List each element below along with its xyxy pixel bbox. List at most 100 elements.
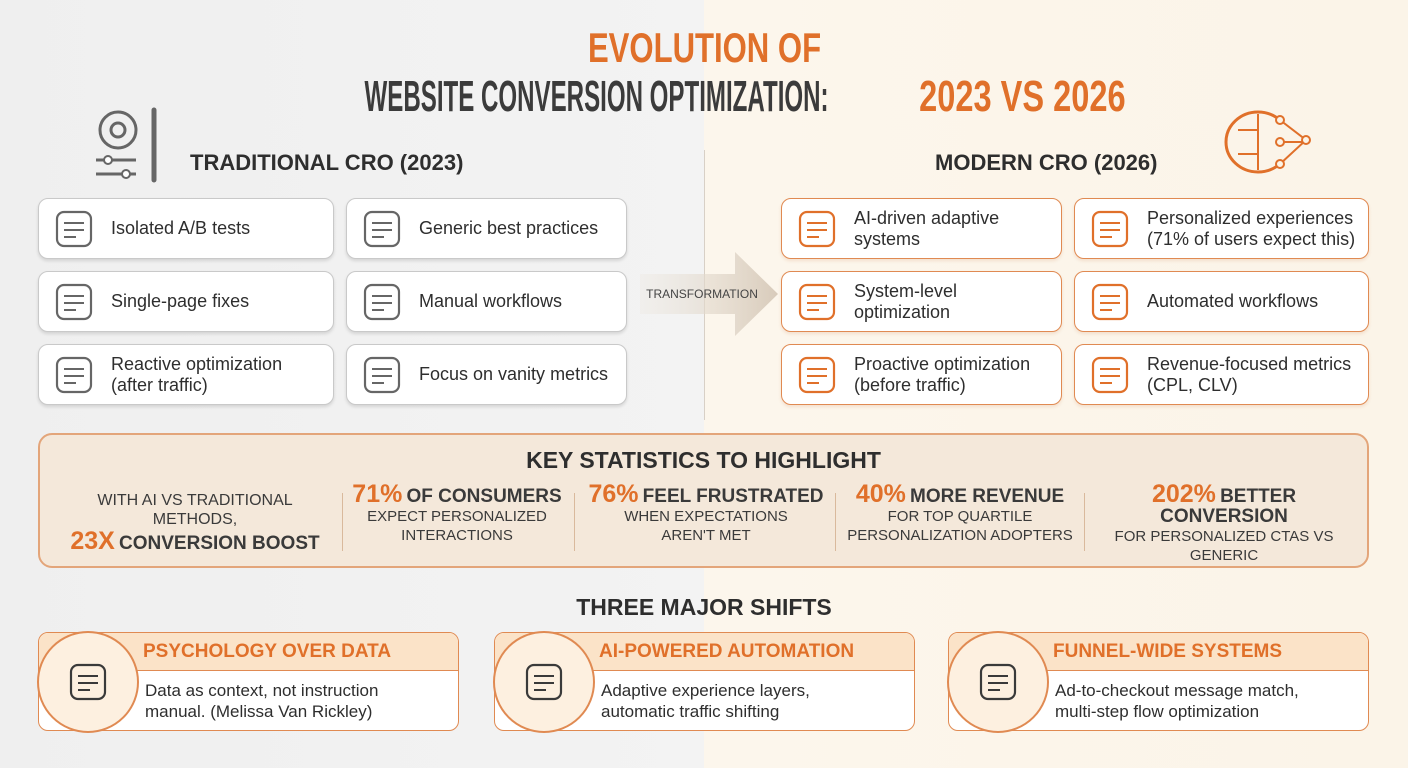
item-card: Automated workflows: [1074, 271, 1369, 332]
stat-detail: FOR TOP QUARTILE: [887, 508, 1033, 525]
stat-headline-row: 71% OF CONSUMERS: [322, 482, 592, 507]
item-text: Focus on vanity metrics: [419, 364, 608, 385]
shift-icon: [947, 631, 1049, 733]
item-icon: [979, 663, 1017, 701]
title-highlight: 2023 VS 2026: [918, 72, 1126, 121]
shift-body: Ad-to-checkout message match, multi-step …: [1055, 680, 1299, 722]
item-text: Generic best practices: [419, 218, 598, 239]
stat-headline: BETTER CONVERSION: [1160, 486, 1297, 527]
item-line: Single-page fixes: [111, 291, 250, 311]
item-text: Automated workflows: [1147, 291, 1318, 312]
item-text: Reactive optimization (after traffic): [111, 354, 282, 396]
item-icon: [798, 356, 836, 393]
item-line: Focus on vanity metrics: [419, 364, 609, 384]
shift-line: Adaptive experience layers,: [601, 681, 810, 700]
item-line: optimization: [854, 301, 951, 322]
item-line: (after traffic): [111, 374, 208, 395]
section-heading: TRADITIONAL CRO (2023): [190, 150, 464, 175]
item-card: Single-page fixes: [38, 271, 334, 332]
item-line: Manual workflows: [419, 291, 563, 311]
statistics-panel: KEY STATISTICS TO HIGHLIGHT WITH AI VS T…: [38, 433, 1369, 568]
item-text: Manual workflows: [419, 291, 562, 312]
item-text: Isolated A/B tests: [111, 218, 250, 239]
item-line: (CPL, CLV): [1147, 374, 1238, 395]
item-icon: [798, 283, 836, 320]
item-card: Generic best practices: [346, 198, 627, 259]
item-line: (before traffic): [854, 374, 966, 395]
stat-headline-row: 202% BETTER CONVERSION: [1089, 482, 1359, 527]
stat-headline: FEEL FRUSTRATED: [642, 486, 824, 507]
shifts-heading: THREE MAJOR SHIFTS: [576, 594, 832, 620]
item-card: Personalized experiences (71% of users ex…: [1074, 198, 1369, 259]
item-icon: [55, 356, 93, 393]
item-icon: [1091, 210, 1129, 247]
shift-body: Data as context, not instruction manual. …: [145, 680, 378, 722]
item-line: Generic best practices: [419, 218, 599, 238]
brain-icon: [1224, 110, 1311, 174]
item-card: System-level optimization: [781, 271, 1062, 332]
stat: WITH AI VS TRADITIONAL METHODS, 23X CONVE…: [60, 491, 330, 554]
item-icon: [69, 663, 107, 701]
section-heading: MODERN CRO (2026): [935, 150, 1158, 175]
stat-headline-row: 40% MORE REVENUE: [825, 482, 1095, 507]
stat: 71% OF CONSUMERS EXPECT PERSONALIZED INTER…: [322, 482, 592, 545]
item-line: Isolated A/B tests: [111, 218, 251, 238]
item-text: AI-driven adaptive systems: [854, 208, 999, 250]
stat-highlight: 40%: [855, 480, 906, 508]
statistics-heading: KEY STATISTICS TO HIGHLIGHT: [526, 447, 881, 473]
item-text: Single-page fixes: [111, 291, 249, 312]
stat-highlight: 202%: [1151, 480, 1216, 508]
item-text: Revenue-focused metrics (CPL, CLV): [1147, 354, 1351, 396]
shift-icon: [493, 631, 595, 733]
item-line: Automated workflows: [1147, 291, 1319, 311]
stat-detail: AREN'T MET: [661, 527, 751, 544]
shift-line: automatic traffic shifting: [601, 702, 780, 721]
shift-card: FUNNEL-WIDE SYSTEMS Ad-to-checkout messag…: [947, 631, 1369, 733]
stat-headline: MORE REVENUE: [910, 486, 1065, 507]
stat-separator: [342, 493, 343, 551]
item-text: Personalized experiences (71% of users ex…: [1147, 208, 1355, 250]
item-icon: [55, 210, 93, 247]
title-text: WEBSITE CONVERSION OPTIMIZATION:: [364, 72, 829, 121]
stat-detail: INTERACTIONS: [401, 527, 513, 544]
item-card: Focus on vanity metrics: [346, 344, 627, 405]
title-line: EVOLUTION OF: [587, 24, 821, 71]
item-card: Revenue-focused metrics (CPL, CLV): [1074, 344, 1369, 405]
item-icon: [55, 283, 93, 320]
title-line: WEBSITE CONVERSION OPTIMIZATION: 2023 VS…: [283, 72, 1126, 122]
stat-highlight: 23X: [70, 527, 115, 555]
stat-separator: [1084, 493, 1085, 551]
item-line: (71% of users expect this): [1147, 228, 1356, 249]
stat-headline-row: 76% FEEL FRUSTRATED: [571, 482, 841, 507]
gear-icon: [96, 107, 157, 183]
stat-pre: WITH AI VS TRADITIONAL METHODS,: [97, 492, 293, 528]
shift-line: multi-step flow optimization: [1055, 702, 1260, 721]
item-card: Reactive optimization (after traffic): [38, 344, 334, 405]
stat-headline: OF CONSUMERS: [406, 486, 562, 507]
item-card: AI-driven adaptive systems: [781, 198, 1062, 259]
stat-headline: CONVERSION BOOST: [119, 533, 320, 554]
stat: 202% BETTER CONVERSION FOR PERSONALIZED C…: [1089, 482, 1359, 565]
stat-highlight: 76%: [588, 480, 639, 508]
transformation-arrow: TRANSFORMATION: [640, 252, 778, 336]
shift-line: Ad-to-checkout message match,: [1055, 681, 1299, 700]
stat-separator: [574, 493, 575, 551]
item-card: Isolated A/B tests: [38, 198, 334, 259]
item-icon: [363, 210, 401, 247]
item-text: System-level optimization: [854, 281, 957, 323]
item-icon: [525, 663, 563, 701]
shift-icon: [37, 631, 139, 733]
title: WEBSITE CONVERSION OPTIMIZATION: 2023 VS…: [0, 72, 1408, 122]
item-line: Personalized experiences: [1147, 207, 1354, 228]
title: EVOLUTION OF: [0, 24, 1408, 72]
shift-card: AI-POWERED AUTOMATION Adaptive experience…: [493, 631, 915, 733]
item-icon: [1091, 356, 1129, 393]
stat-highlight: 71%: [352, 480, 403, 508]
stat: 40% MORE REVENUE FOR TOP QUARTILE PERSONAL…: [825, 482, 1095, 545]
item-line: Revenue-focused metrics: [1147, 353, 1352, 374]
item-line: System-level: [854, 280, 958, 301]
item-icon: [363, 356, 401, 393]
stat-detail: WHEN EXPECTATIONS: [624, 508, 788, 525]
item-text: Proactive optimization (before traffic): [854, 354, 1030, 396]
